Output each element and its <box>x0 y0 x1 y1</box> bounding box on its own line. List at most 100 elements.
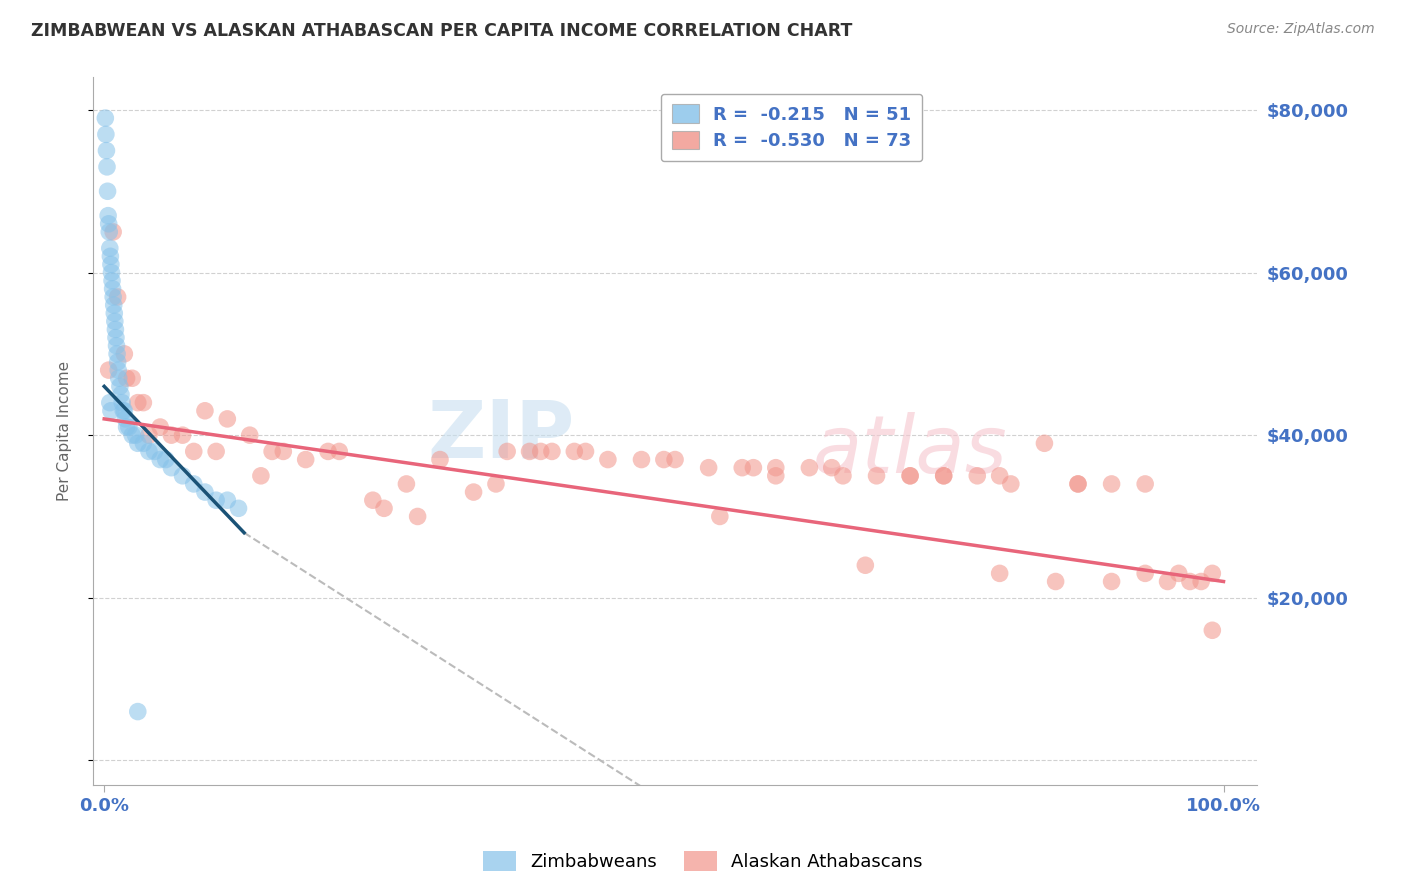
Point <box>988 566 1011 581</box>
Point <box>127 395 149 409</box>
Point <box>898 468 921 483</box>
Point <box>103 298 125 312</box>
Point <box>1156 574 1178 589</box>
Point <box>765 468 787 483</box>
Text: ZIMBABWEAN VS ALASKAN ATHABASCAN PER CAPITA INCOME CORRELATION CHART: ZIMBABWEAN VS ALASKAN ATHABASCAN PER CAP… <box>31 22 852 40</box>
Point <box>1045 574 1067 589</box>
Point <box>127 436 149 450</box>
Text: Source: ZipAtlas.com: Source: ZipAtlas.com <box>1227 22 1375 37</box>
Point <box>138 428 160 442</box>
Point <box>485 477 508 491</box>
Point <box>98 225 121 239</box>
Point <box>519 444 541 458</box>
Point <box>143 444 166 458</box>
Point <box>101 225 124 239</box>
Point <box>1201 566 1223 581</box>
Point <box>966 468 988 483</box>
Point <box>183 444 205 458</box>
Point <box>101 290 124 304</box>
Point <box>121 371 143 385</box>
Point <box>395 477 418 491</box>
Point <box>1178 574 1201 589</box>
Point <box>172 428 194 442</box>
Point <box>731 460 754 475</box>
Point <box>765 460 787 475</box>
Point <box>630 452 652 467</box>
Point <box>294 452 316 467</box>
Point <box>1067 477 1090 491</box>
Point <box>183 477 205 491</box>
Point <box>105 339 128 353</box>
Point <box>652 452 675 467</box>
Point <box>574 444 596 458</box>
Legend: R =  -0.215   N = 51, R =  -0.530   N = 73: R = -0.215 N = 51, R = -0.530 N = 73 <box>661 94 922 161</box>
Point <box>865 468 887 483</box>
Point <box>217 412 239 426</box>
Point <box>1189 574 1212 589</box>
Point <box>127 705 149 719</box>
Point <box>228 501 250 516</box>
Point <box>104 314 127 328</box>
Point <box>328 444 350 458</box>
Point <box>94 128 117 142</box>
Point <box>429 452 451 467</box>
Point <box>108 379 131 393</box>
Point <box>105 347 128 361</box>
Point <box>114 412 136 426</box>
Point <box>104 322 127 336</box>
Point <box>262 444 284 458</box>
Point <box>149 452 172 467</box>
Point <box>496 444 519 458</box>
Point <box>100 266 122 280</box>
Point <box>271 444 294 458</box>
Point <box>110 387 132 401</box>
Point <box>832 468 855 483</box>
Point <box>97 217 120 231</box>
Point <box>1201 624 1223 638</box>
Point <box>155 452 177 467</box>
Point <box>112 404 135 418</box>
Point <box>821 460 844 475</box>
Point <box>697 460 720 475</box>
Point <box>98 395 121 409</box>
Point <box>316 444 339 458</box>
Point <box>121 428 143 442</box>
Point <box>664 452 686 467</box>
Point <box>1000 477 1022 491</box>
Point <box>98 241 121 255</box>
Point <box>115 420 138 434</box>
Point <box>160 460 183 475</box>
Point <box>172 468 194 483</box>
Point <box>112 347 135 361</box>
Point <box>103 306 125 320</box>
Point <box>138 444 160 458</box>
Y-axis label: Per Capita Income: Per Capita Income <box>58 361 72 501</box>
Point <box>1133 566 1156 581</box>
Point <box>1167 566 1189 581</box>
Point <box>100 257 122 271</box>
Point <box>98 249 121 263</box>
Point <box>853 558 876 573</box>
Point <box>1067 477 1090 491</box>
Point <box>115 371 138 385</box>
Point <box>124 428 146 442</box>
Point <box>149 420 172 434</box>
Point <box>1101 477 1123 491</box>
Point <box>194 485 217 500</box>
Point <box>94 111 117 125</box>
Point <box>100 404 122 418</box>
Point <box>932 468 955 483</box>
Point <box>541 444 564 458</box>
Point <box>742 460 765 475</box>
Point <box>1033 436 1056 450</box>
Legend: Zimbabweans, Alaskan Athabascans: Zimbabweans, Alaskan Athabascans <box>477 844 929 879</box>
Point <box>361 493 384 508</box>
Point <box>96 144 118 158</box>
Point <box>107 371 129 385</box>
Point <box>104 330 127 344</box>
Point <box>118 420 141 434</box>
Point <box>132 395 155 409</box>
Point <box>107 355 129 369</box>
Point <box>1133 477 1156 491</box>
Text: ZIP: ZIP <box>427 396 574 475</box>
